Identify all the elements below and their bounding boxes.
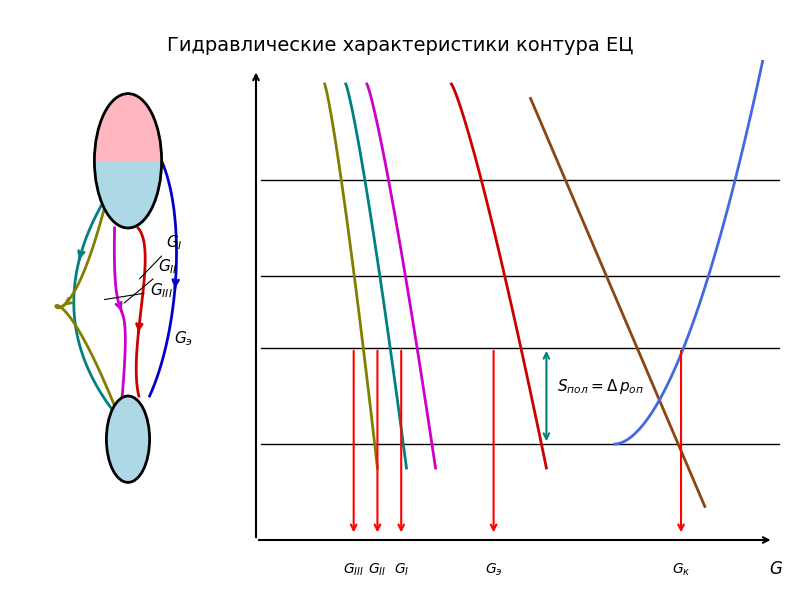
Text: $G_{III}$: $G_{III}$ xyxy=(343,562,364,578)
Text: $G_I$: $G_I$ xyxy=(139,233,183,279)
Circle shape xyxy=(106,396,150,482)
Text: $G_{II}$: $G_{II}$ xyxy=(368,562,386,578)
Text: $G_{э}$: $G_{э}$ xyxy=(485,562,502,578)
Text: $G_{II}$: $G_{II}$ xyxy=(124,257,178,303)
Text: $G_{III}$: $G_{III}$ xyxy=(104,281,173,300)
Text: $G$: $G$ xyxy=(769,560,783,578)
Text: $S_{пол} = \Delta\,p_{оп}$: $S_{пол} = \Delta\,p_{оп}$ xyxy=(557,377,644,396)
Text: $G_{к}$: $G_{к}$ xyxy=(672,562,690,578)
Text: $G_{I}$: $G_{I}$ xyxy=(394,562,409,578)
Text: $G_{э}$: $G_{э}$ xyxy=(174,329,193,348)
Text: Гидравлические характеристики контура ЕЦ: Гидравлические характеристики контура ЕЦ xyxy=(167,36,633,55)
